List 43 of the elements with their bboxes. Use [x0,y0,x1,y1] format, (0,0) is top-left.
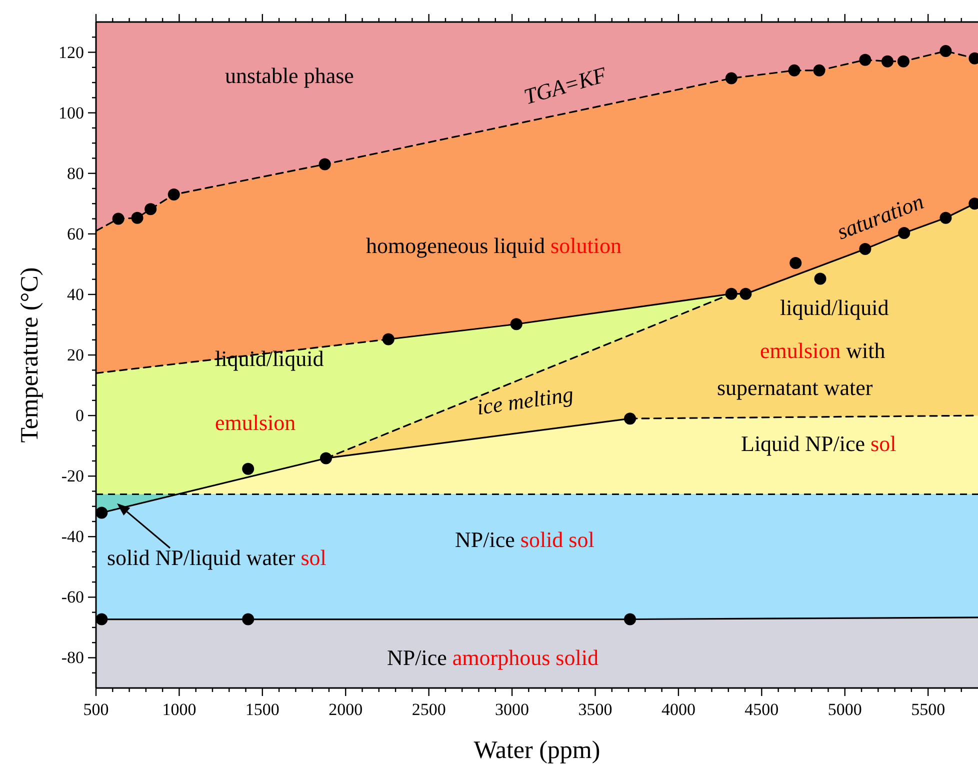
y-tick-label: 0 [76,406,84,426]
annotation: homogeneous liquid [366,232,546,258]
y-tick-label: -40 [61,527,84,546]
x-tick-label: 2500 [412,700,446,719]
x-tick-label: 2000 [328,700,363,719]
x-tick-label: 3000 [495,700,530,719]
x-tick-label: 1500 [245,700,280,719]
y-tick-label: 100 [58,103,84,122]
annotation: sol [865,430,896,456]
annotation: NP/ice [387,644,447,670]
annotation: amorphous solid [446,644,598,670]
x-tick-label: 5500 [911,700,946,719]
y-tick-label: 60 [67,224,84,244]
annotation: solution [545,232,622,258]
x-tick-label: 3500 [578,700,612,719]
annotation: TGA=KF [520,61,610,109]
y-tick-label: -20 [61,466,84,486]
y-tick-label: 40 [67,284,84,304]
x-axis-title: Water (ppm) [474,737,600,764]
annotation: Liquid NP/ice [741,430,866,456]
y-tick-label: 20 [67,346,84,364]
annotation: ice melting [475,380,575,420]
x-tick-label: 500 [83,700,109,719]
annotation: solid sol [514,526,594,552]
y-axis-title: Temperature (°C) [16,267,44,443]
annotation: liquid/liquid [780,294,889,320]
annotation: emulsion [760,338,841,362]
x-tick-label: 5000 [828,700,862,719]
annotation: with [840,338,886,362]
y-tick-label: 80 [67,164,84,183]
x-tick-label: 4500 [744,700,779,719]
annotation: unstable phase [225,62,354,88]
y-tick-label: -60 [61,588,84,607]
annotation: sol [295,544,326,570]
x-tick-label: 1000 [162,700,196,719]
annotation: liquid/liquid [215,346,324,370]
y-tick-label: -80 [61,648,84,668]
annotation: NP/ice [455,526,515,552]
annotation: emulsion [215,410,296,434]
x-tick-label: 4000 [661,700,696,719]
annotation: supernatant water [717,374,874,400]
annotation: solid NP/liquid water [107,544,296,570]
y-tick-label: 120 [58,42,84,62]
